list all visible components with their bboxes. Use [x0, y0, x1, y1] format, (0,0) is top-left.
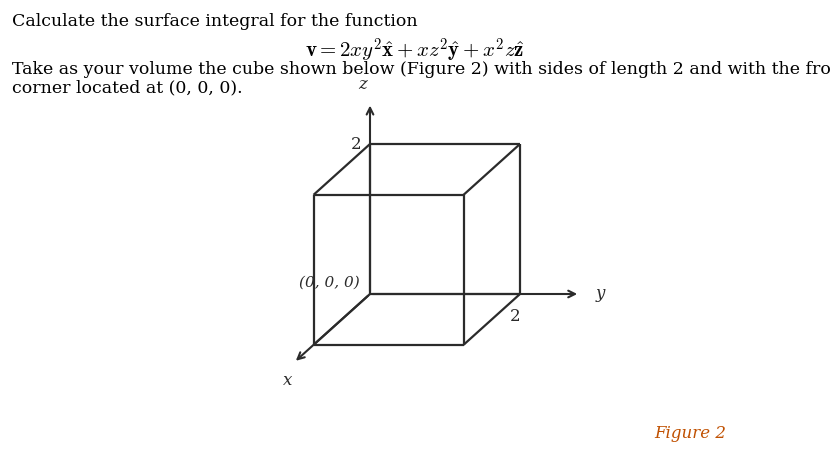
Text: $\mathbf{v} = 2xy^2\mathbf{\hat{x}} + xz^2\mathbf{\hat{y}} + x^2z\mathbf{\hat{z}: $\mathbf{v} = 2xy^2\mathbf{\hat{x}} + xz…: [305, 37, 525, 65]
Text: y: y: [595, 286, 605, 303]
Text: corner located at (0, 0, 0).: corner located at (0, 0, 0).: [12, 79, 243, 96]
Text: x: x: [283, 372, 293, 389]
Text: Calculate the surface integral for the function: Calculate the surface integral for the f…: [12, 13, 418, 30]
Text: 2: 2: [509, 308, 520, 325]
Text: (0, 0, 0): (0, 0, 0): [299, 276, 360, 290]
Text: Figure 2: Figure 2: [654, 425, 726, 442]
Text: z: z: [359, 76, 367, 93]
Text: Take as your volume the cube shown below (Figure 2) with sides of length 2 and w: Take as your volume the cube shown below…: [12, 61, 831, 78]
Text: 2: 2: [351, 136, 361, 152]
